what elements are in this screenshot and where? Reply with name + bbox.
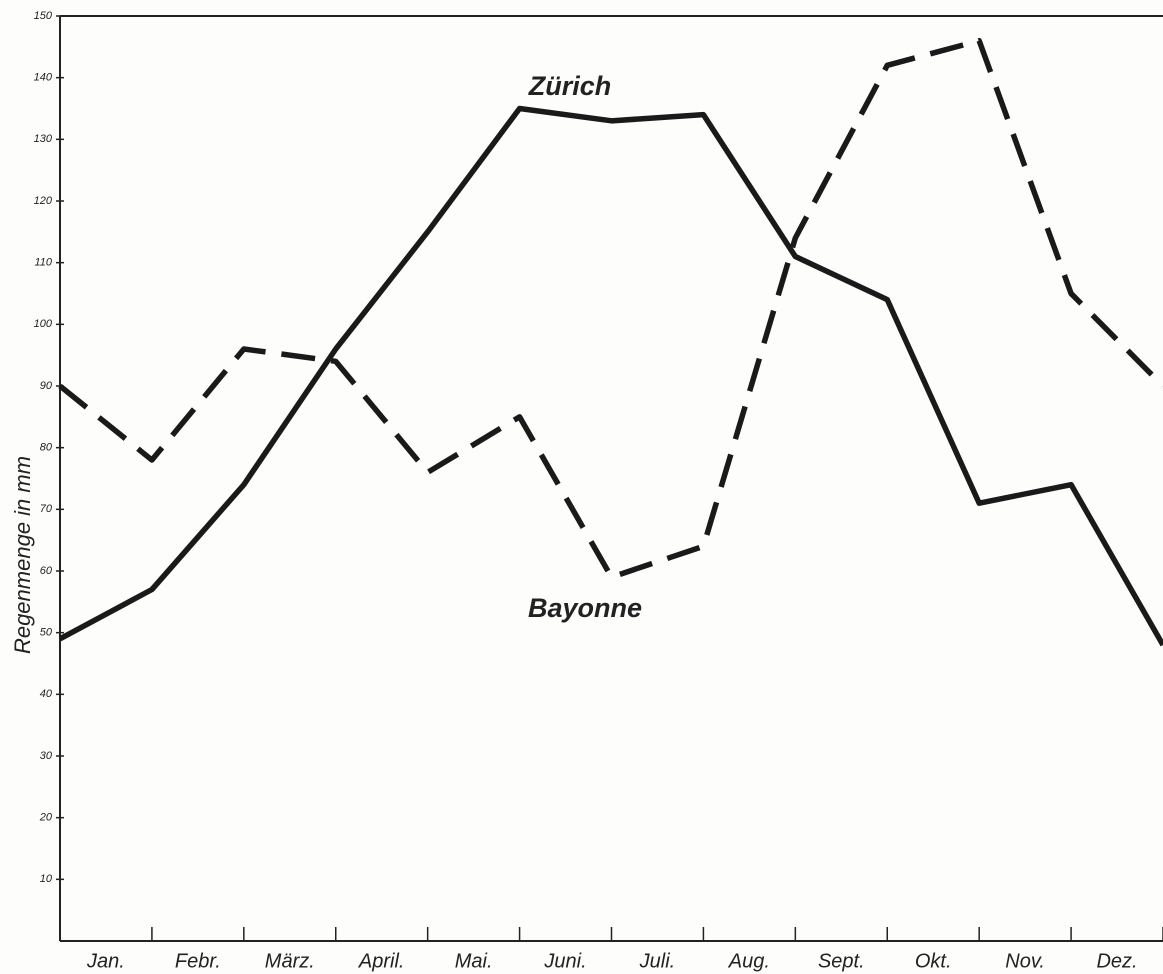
y-tick-label: 140 bbox=[34, 72, 53, 84]
y-tick-label: 40 bbox=[40, 688, 53, 700]
x-tick-label: Juni. bbox=[543, 950, 586, 972]
x-tick-label: März. bbox=[265, 950, 315, 972]
x-tick-label: April. bbox=[358, 950, 405, 972]
y-tick-label: 100 bbox=[34, 318, 53, 330]
x-tick-label: Febr. bbox=[175, 950, 221, 972]
y-tick-label: 30 bbox=[40, 750, 53, 762]
y-tick-label: 110 bbox=[34, 257, 52, 269]
x-tick-label: Nov. bbox=[1005, 950, 1045, 972]
y-tick-label: 90 bbox=[40, 380, 53, 392]
y-tick-label: 120 bbox=[34, 195, 53, 207]
x-tick-label: Jan. bbox=[86, 950, 125, 972]
y-tick-label: 10 bbox=[40, 873, 53, 885]
y-tick-label: 150 bbox=[34, 10, 53, 22]
data-line bbox=[58, 37, 1163, 580]
y-tick-label: 80 bbox=[40, 442, 53, 454]
annotation: Bayonne bbox=[528, 593, 642, 623]
y-tick-label: 20 bbox=[39, 812, 53, 824]
x-tick-label: Juli. bbox=[639, 950, 676, 972]
x-tick-label: Sept. bbox=[818, 950, 865, 972]
x-tick-label: Dez. bbox=[1096, 950, 1137, 972]
x-tick-label: Aug. bbox=[728, 950, 770, 972]
y-tick-label: 70 bbox=[40, 503, 53, 515]
y-axis-label: Regenmenge in mm bbox=[10, 456, 35, 654]
y-tick-label: 50 bbox=[40, 627, 53, 639]
y-tick-label: 130 bbox=[34, 133, 53, 145]
x-tick-label: Mai. bbox=[455, 950, 493, 972]
y-tick-label: 60 bbox=[40, 565, 53, 577]
x-tick-label: Okt. bbox=[915, 950, 952, 972]
annotation: Zürich bbox=[528, 71, 612, 101]
data-line bbox=[58, 105, 1163, 647]
